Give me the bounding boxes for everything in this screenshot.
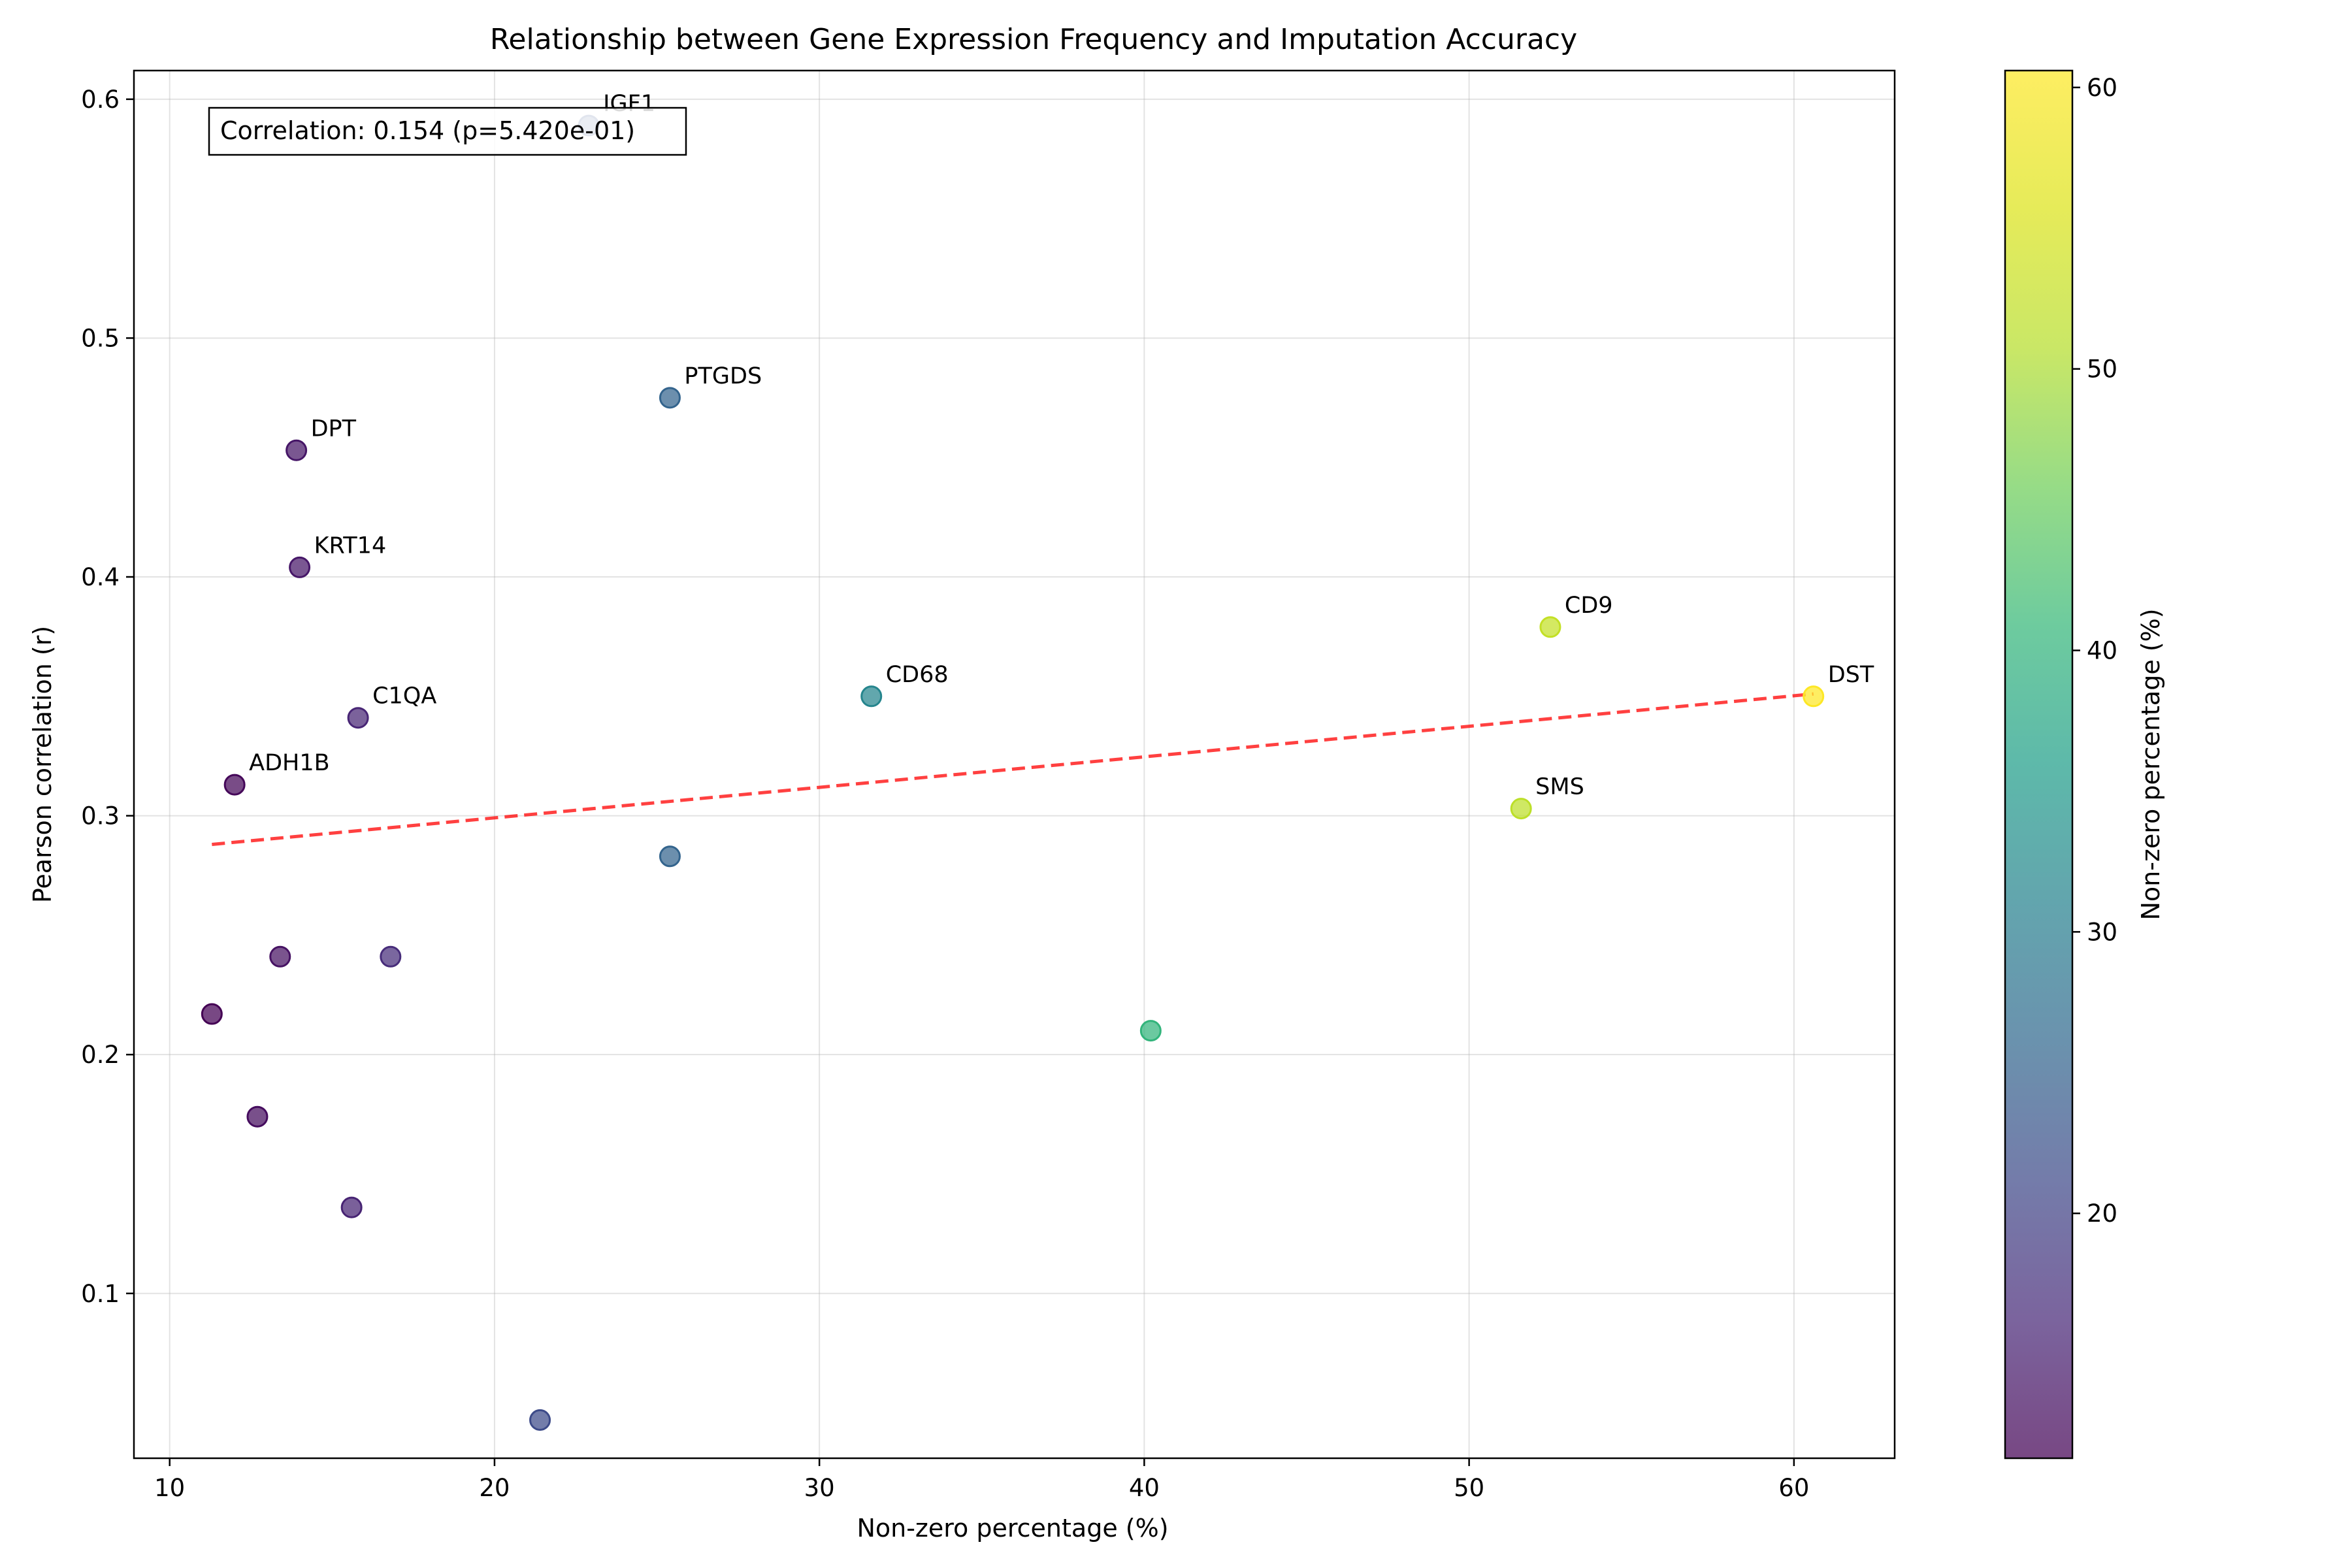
colorbar-tick-label: 60	[2087, 74, 2117, 102]
y-tick-label: 0.1	[81, 1280, 120, 1308]
scatter-point	[529, 1409, 551, 1431]
point-label: PTGDS	[684, 363, 762, 389]
scatter-point	[1539, 616, 1561, 638]
scatter-point	[347, 707, 369, 729]
point-label: SMS	[1535, 774, 1584, 800]
scatter-point	[340, 1196, 363, 1218]
x-tick-label: 60	[1778, 1474, 1809, 1502]
colorbar-tick-label: 20	[2087, 1200, 2117, 1228]
x-tick-label: 30	[804, 1474, 835, 1502]
grid	[134, 71, 1895, 1458]
scatter-point	[246, 1105, 269, 1128]
scatter-point	[269, 945, 291, 968]
x-axis-label: Non-zero percentage (%)	[857, 1514, 1168, 1543]
point-label: DPT	[311, 416, 357, 442]
point-label: CD68	[886, 662, 949, 688]
chart-title: Relationship between Gene Expression Fre…	[490, 23, 1577, 56]
colorbar-tick-label: 50	[2087, 355, 2117, 384]
scatter-point	[1139, 1020, 1162, 1042]
x-tick-label: 10	[154, 1474, 185, 1502]
correlation-annotation: Correlation: 0.154 (p=5.420e-01)	[220, 116, 635, 145]
scatter-point	[1510, 798, 1532, 820]
x-axis-ticks: 10 20 30 40 50 60	[154, 1458, 1809, 1502]
y-tick-label: 0.2	[81, 1041, 120, 1069]
colorbar-frame	[2004, 69, 2074, 1460]
scatter-point	[659, 387, 681, 409]
colorbar-tick-label: 30	[2087, 918, 2117, 946]
y-tick-label: 0.5	[81, 324, 120, 352]
trendline-group	[212, 692, 1814, 846]
scatter-point	[223, 774, 246, 796]
colorbar: 20 30 40 50 60 Non-zero percentage (%)	[2004, 69, 2165, 1460]
correlation-box-frame	[208, 106, 687, 156]
point-label: C1QA	[372, 683, 436, 710]
y-tick-label: 0.3	[81, 802, 120, 830]
scatter-point	[1803, 685, 1825, 708]
scatter-point	[380, 945, 402, 968]
x-tick-label: 20	[479, 1474, 510, 1502]
scatter-point	[201, 1003, 223, 1025]
point-label: KRT14	[314, 532, 387, 559]
scatter-point	[659, 845, 681, 868]
colorbar-label: Non-zero percentage (%)	[2136, 608, 2165, 920]
scatter-point	[289, 556, 311, 578]
point-label: CD9	[1565, 593, 1613, 619]
y-tick-label: 0.6	[81, 86, 120, 114]
trendline	[212, 692, 1814, 846]
x-tick-label: 50	[1454, 1474, 1484, 1502]
colorbar-tick-label: 40	[2087, 637, 2117, 665]
correlation-box: Correlation: 0.154 (p=5.420e-01)	[208, 106, 687, 156]
points-group	[201, 114, 1825, 1431]
colorbar-gradient	[2005, 71, 2072, 1458]
point-label: DST	[1828, 662, 1874, 688]
plot-frame	[133, 69, 1896, 1460]
scatter-point	[860, 685, 883, 708]
y-tick-label: 0.4	[81, 563, 120, 591]
x-tick-label: 40	[1129, 1474, 1160, 1502]
y-axis-label: Pearson correlation (r)	[28, 626, 57, 903]
point-label: ADH1B	[249, 750, 330, 776]
colorbar-ticks: 20 30 40 50 60	[2072, 74, 2117, 1228]
y-axis-ticks: 0.1 0.2 0.3 0.4 0.5 0.6	[81, 86, 134, 1308]
scatter-point	[286, 439, 308, 461]
